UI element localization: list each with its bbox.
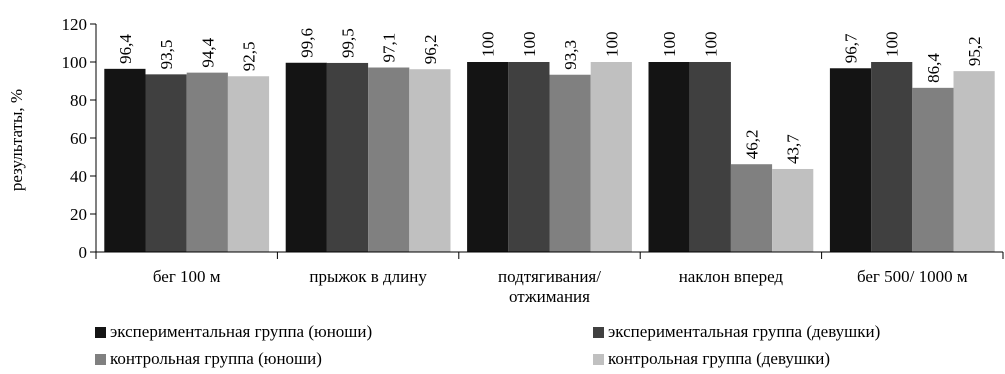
y-tick-label: 100 <box>62 53 88 72</box>
bar <box>368 67 410 252</box>
y-tick-label: 40 <box>70 167 87 186</box>
data-label: 94,4 <box>198 37 217 67</box>
bar <box>508 62 550 252</box>
data-label: 93,3 <box>561 40 580 70</box>
bar <box>590 62 632 252</box>
bar <box>829 68 872 253</box>
data-label: 96,7 <box>842 33 861 63</box>
bar <box>104 68 146 252</box>
data-label: 92,5 <box>240 42 259 72</box>
bar <box>285 62 327 253</box>
bar <box>730 164 773 252</box>
bar <box>912 87 954 252</box>
x-tick-label: подтягивания/ <box>498 267 601 286</box>
data-label: 95,2 <box>965 36 984 66</box>
data-label: 100 <box>520 32 539 58</box>
data-label: 99,6 <box>297 28 316 58</box>
y-tick-label: 20 <box>70 205 87 224</box>
data-label: 46,2 <box>743 129 762 159</box>
y-axis-label: результаты, % <box>7 89 26 191</box>
x-tick-label: бег 500/ 1000 м <box>857 267 968 286</box>
bar <box>467 62 509 252</box>
data-label: 43,7 <box>784 134 803 164</box>
data-label: 100 <box>479 32 498 58</box>
y-tick-label: 120 <box>62 15 88 34</box>
bar <box>145 74 187 252</box>
data-label: 100 <box>701 32 720 58</box>
x-tick-label: отжимания <box>509 287 590 306</box>
data-label: 97,1 <box>380 33 399 63</box>
bar <box>326 62 369 253</box>
bar <box>871 62 913 252</box>
bar <box>953 71 995 253</box>
data-label: 100 <box>883 32 902 58</box>
data-label: 100 <box>660 32 679 58</box>
bar <box>227 76 270 252</box>
x-tick-label: бег 100 м <box>153 267 221 286</box>
x-tick-label: прыжок в длину <box>309 267 427 286</box>
y-tick-label: 80 <box>70 91 87 110</box>
bar <box>409 69 451 252</box>
data-label: 100 <box>602 32 621 58</box>
y-tick-label: 0 <box>79 243 88 262</box>
data-label: 86,4 <box>924 53 943 83</box>
data-label: 96,2 <box>421 34 440 64</box>
bar <box>549 74 591 252</box>
data-label: 96,4 <box>116 34 135 64</box>
bar <box>648 62 690 252</box>
data-label: 93,5 <box>157 40 176 70</box>
bar <box>772 168 814 252</box>
bar <box>186 72 228 252</box>
y-tick-label: 60 <box>70 129 87 148</box>
data-label: 99,5 <box>339 28 358 58</box>
bar <box>689 62 731 252</box>
x-tick-label: наклон вперед <box>679 267 784 286</box>
